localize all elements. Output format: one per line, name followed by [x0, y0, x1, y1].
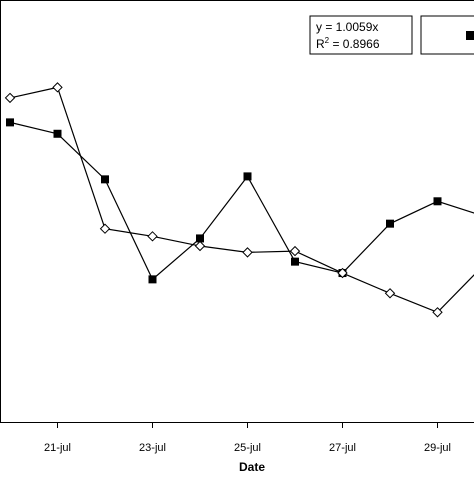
data-point-diamond [53, 83, 62, 92]
data-point-square [6, 118, 14, 126]
x-tick-label: 25-jul [234, 442, 261, 454]
regression-equation: y = 1.0059x [316, 20, 378, 34]
series-line-diamond [10, 87, 474, 312]
data-point-square [386, 220, 394, 228]
x-tick-label: 21-jul [44, 442, 71, 454]
data-point-diamond [148, 232, 157, 241]
x-axis-title: Date [239, 460, 265, 474]
data-point-diamond [291, 247, 300, 256]
x-tick-label: 29-jul [424, 442, 451, 454]
series-line-square [10, 122, 474, 279]
data-point-diamond [243, 248, 252, 257]
data-point-square [149, 275, 157, 283]
data-point-diamond [101, 224, 110, 233]
plot-frame [1, 1, 474, 423]
x-tick-label: 27-jul [329, 442, 356, 454]
data-point-square [54, 130, 62, 138]
legend-marker-square [466, 31, 474, 40]
data-point-diamond [196, 242, 205, 251]
series-layer [6, 83, 474, 317]
regression-box: y = 1.0059x R2 = 0.8966 [310, 16, 412, 54]
r2-prefix: R [316, 37, 325, 51]
x-axis: 21-jul 23-jul 25-jul 27-jul 29-jul [44, 422, 451, 454]
data-point-square [244, 172, 252, 180]
x-tick-label: 23-jul [139, 442, 166, 454]
data-point-square [434, 197, 442, 205]
data-point-square [291, 258, 299, 266]
data-point-square [101, 175, 109, 183]
data-point-diamond [6, 93, 15, 102]
r2-value: = 0.8966 [329, 37, 380, 51]
data-point-diamond [386, 289, 395, 298]
